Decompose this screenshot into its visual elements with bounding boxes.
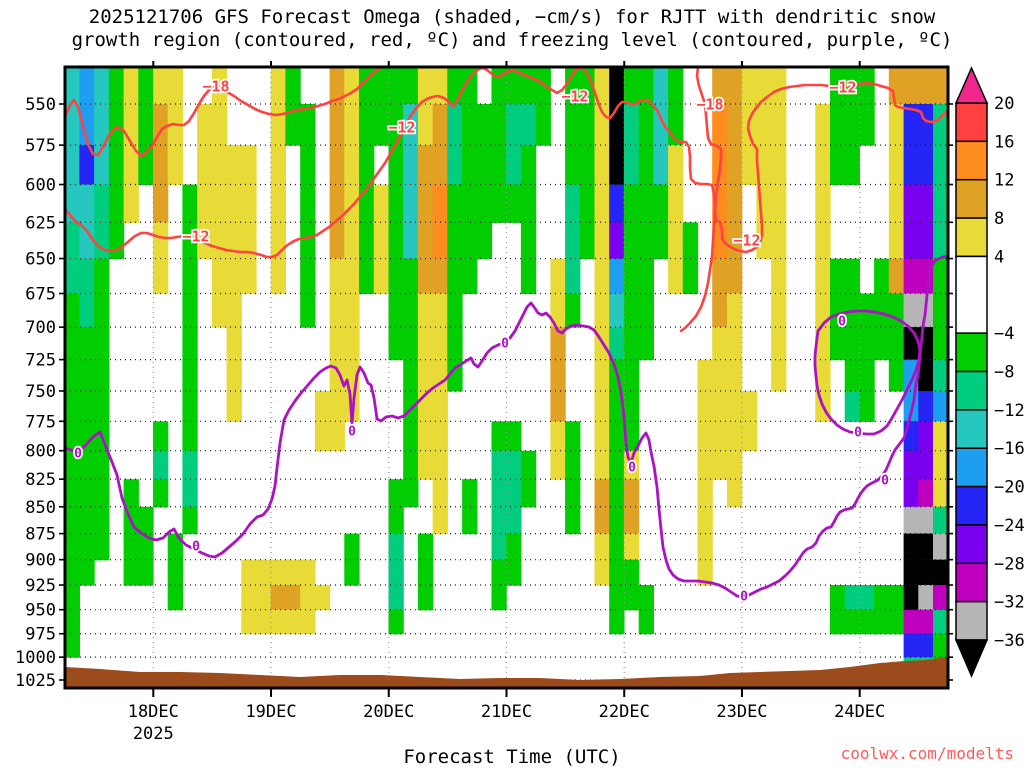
colorbar-label: −8 [994, 363, 1014, 383]
colorbar-label: 4 [994, 247, 1004, 267]
purple-contour-label: 0 [740, 590, 748, 605]
colorbar-label: −12 [994, 401, 1024, 421]
gridlines-layer [65, 67, 948, 688]
red-contour-label: −12 [733, 231, 760, 249]
y-tick-label: 825 [25, 470, 56, 490]
y-tick-label: 650 [25, 250, 56, 270]
colorbar-label: −28 [994, 554, 1024, 574]
y-tick-label: 750 [25, 382, 56, 402]
y-tick-label: 850 [25, 498, 56, 518]
freezing-level-contour [813, 309, 922, 436]
x-tick-label: 24DEC [834, 702, 885, 722]
x-tick-label: 18DEC [128, 702, 179, 722]
y-tick-label: 900 [25, 551, 56, 571]
purple-contour-label: 0 [501, 337, 509, 352]
colorbar-label: −20 [994, 478, 1024, 498]
colorbar: 20 16 12 8 4 −4 −8 −12 −16 −20 −24 −28 −32 −36 [954, 66, 1024, 678]
colorbar-label: 8 [994, 209, 1004, 229]
purple-contour-label: 0 [628, 461, 636, 476]
y-tick-label: 925 [25, 576, 56, 596]
purple-contour-label: 0 [348, 425, 356, 440]
purple-contour-label: 0 [838, 315, 846, 330]
omega-shading-layer [65, 67, 948, 681]
colorbar-label: −4 [994, 324, 1014, 344]
red-contour-label: −18 [696, 95, 723, 113]
y-tick-label: 550 [25, 95, 56, 115]
red-contour-label: −12 [829, 78, 856, 96]
x-axis-label: Forecast Time (UTC) [403, 746, 621, 768]
x-tick-label: 21DEC [481, 702, 532, 722]
y-tick-label: 675 [25, 284, 56, 304]
colorbar-label: 16 [994, 132, 1014, 152]
red-contour-label: −12 [561, 87, 588, 105]
purple-contour-label: 0 [74, 447, 82, 462]
x-tick-label: 23DEC [716, 702, 767, 722]
purple-contour-label: 0 [854, 426, 862, 441]
colorbar-label: −16 [994, 439, 1024, 459]
y-tick-label: 800 [25, 442, 56, 462]
red-contour-label: −12 [182, 227, 209, 245]
colorbar-label: −36 [994, 631, 1024, 651]
purple-contour-label: 0 [192, 540, 200, 555]
colorbar-label: −32 [994, 593, 1024, 613]
chart-title-line2: growth region (contoured, red, ºC) and f… [71, 29, 953, 51]
y-tick-label: 700 [25, 318, 56, 338]
terrain [65, 657, 948, 687]
contours-layer [65, 67, 948, 599]
y-tick-label: 1000 [15, 648, 56, 668]
y-tick-label: 950 [25, 601, 56, 621]
x-tick-label: 19DEC [245, 702, 296, 722]
red-contour-label: −12 [388, 118, 415, 136]
dendritic-growth-contour [679, 67, 723, 333]
y-tick-label: 775 [25, 412, 56, 432]
y-tick-label: 600 [25, 176, 56, 196]
colorbar-label: 12 [994, 171, 1014, 191]
x-tick-label: 22DEC [599, 702, 650, 722]
chart-title-line1: 2025121706 GFS Forecast Omega (shaded, −… [88, 6, 936, 28]
y-tick-label: 1025 [15, 671, 56, 691]
freezing-level-contour [65, 254, 948, 599]
purple-contour-label: 0 [881, 474, 889, 489]
y-tick-label: 725 [25, 351, 56, 371]
colorbar-label: 20 [994, 94, 1014, 114]
y-tick-label: 975 [25, 625, 56, 645]
y-tick-label: 625 [25, 213, 56, 233]
red-contour-label: −18 [202, 77, 229, 95]
y-tick-label: 875 [25, 525, 56, 545]
x-tick-label: 20DEC [363, 702, 414, 722]
watermark-url: coolwx.com/modelts [840, 744, 1014, 763]
colorbar-label: −24 [994, 516, 1024, 536]
y-tick-label: 575 [25, 136, 56, 156]
dendritic-growth-contour [65, 67, 385, 158]
x-axis-year: 2025 [133, 724, 174, 744]
